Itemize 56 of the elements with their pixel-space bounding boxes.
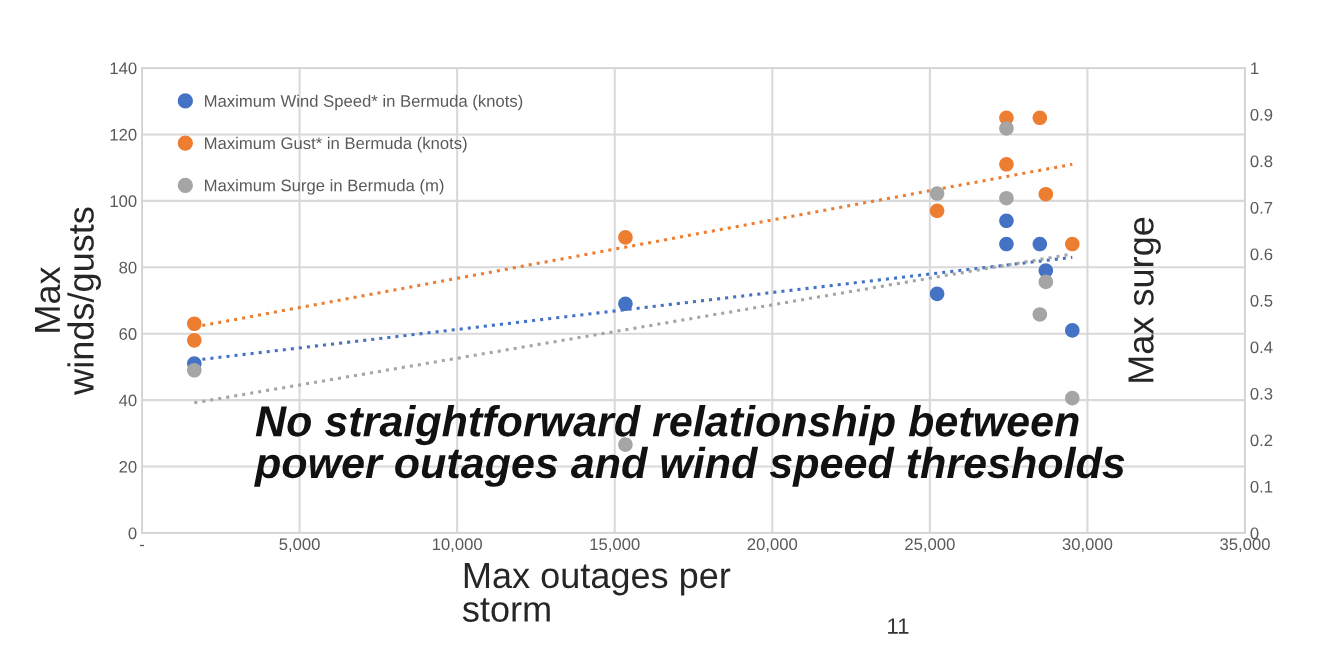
- point: [999, 190, 1014, 206]
- y-tick-label: 0: [128, 527, 137, 540]
- point: [1065, 236, 1080, 252]
- y2-tick-label: 1: [1251, 62, 1259, 75]
- y2-tick-label: 0.3: [1250, 387, 1273, 400]
- point: [1032, 236, 1048, 252]
- x-tick-label: 15,000: [590, 538, 640, 553]
- point: [618, 230, 633, 245]
- x-tick-label: 5,000: [279, 538, 320, 553]
- y-tick-label: 100: [110, 195, 137, 208]
- point: [929, 286, 945, 302]
- legend-label: Maximum Surge in Bermuda (m): [205, 179, 444, 195]
- annotation: No straightforward relationship between power outages and wind speed thresholds: [254, 405, 1125, 487]
- point: [187, 316, 202, 332]
- y-tick-label: 140: [110, 62, 137, 75]
- y-tick-label: 120: [110, 128, 137, 141]
- legend-label: Maximum Wind Speed* in Bermuda (knots): [205, 94, 523, 111]
- point: [187, 362, 202, 378]
- x-tick-label: 25,000: [905, 538, 955, 553]
- y-tick-label: 20: [119, 460, 137, 473]
- y-tick-label: 80: [119, 261, 137, 274]
- y-tick-label: 40: [118, 394, 137, 407]
- point: [999, 213, 1014, 229]
- y2-tick-label: 0.7: [1250, 201, 1273, 214]
- x-tick-label: 20,000: [747, 538, 798, 553]
- y2-tick-label: 0.8: [1250, 155, 1273, 168]
- x-tick-label: -: [139, 544, 145, 547]
- point: [1032, 110, 1048, 126]
- point: [929, 203, 945, 219]
- point: [999, 236, 1014, 252]
- point: [999, 157, 1014, 172]
- point: [1038, 274, 1054, 290]
- y2-tick-label: 0.9: [1250, 108, 1273, 121]
- y2-tick-label: 0.2: [1250, 434, 1273, 447]
- point: [187, 333, 202, 348]
- point: [929, 186, 945, 201]
- text: 11: [888, 618, 909, 634]
- y2-tick-label: 0.1: [1250, 480, 1273, 493]
- y2-tick-label: 0.6: [1250, 248, 1273, 261]
- point: [1065, 390, 1080, 406]
- y2-tick-label: 0: [1250, 527, 1259, 540]
- y2-tick-label: 0.4: [1250, 341, 1273, 354]
- point: [1032, 307, 1048, 322]
- point: [618, 296, 633, 312]
- point: [1038, 186, 1054, 202]
- x-tick-label: 30,000: [1062, 538, 1113, 553]
- legend-label: Maximum Gust* in Bermuda (knots): [205, 136, 467, 153]
- x-axis-title: Max outages per storm: [462, 563, 731, 622]
- x-tick-label: 35,000: [1220, 538, 1270, 553]
- y-axis-title: Max winds/gusts: [35, 207, 101, 395]
- y2-tick-label: 0.5: [1250, 294, 1273, 307]
- point: [1065, 323, 1080, 338]
- x-tick-label: 10,000: [432, 538, 482, 553]
- point: [999, 121, 1014, 136]
- y-tick-label: 60: [119, 328, 137, 340]
- y2-axis-title: Max surge: [1128, 217, 1161, 382]
